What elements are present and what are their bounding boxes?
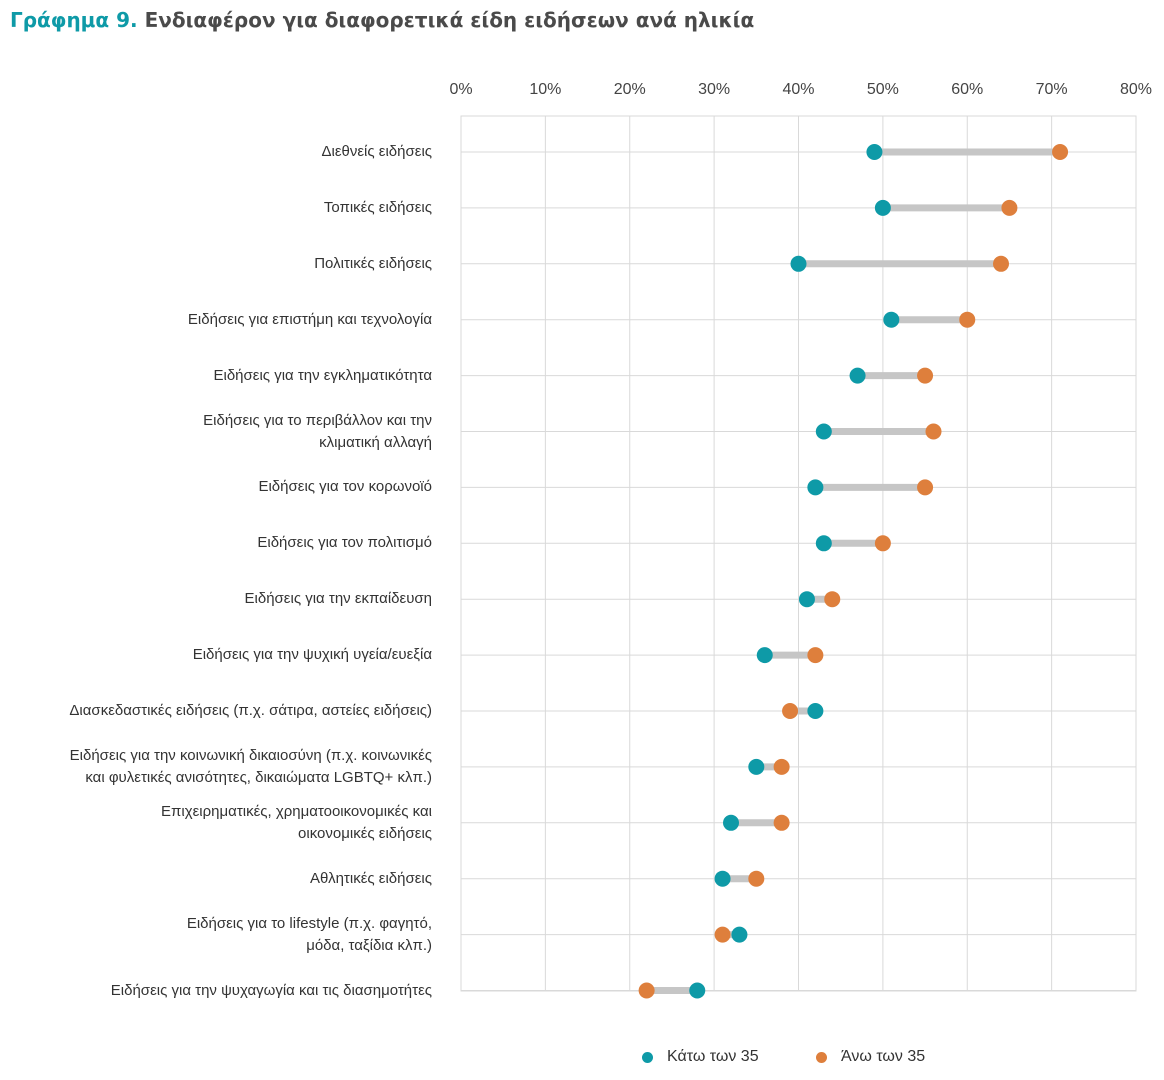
dot-under35: [815, 423, 832, 440]
x-tick-label: 70%: [1036, 81, 1068, 98]
legend-label-under35: Κάτω των 35: [667, 1048, 759, 1065]
category-label: Ειδήσεις για την ψυχική υγεία/ευεξία: [192, 646, 432, 664]
category-label: Διεθνείς ειδήσεις: [321, 143, 432, 160]
category-label: Επιχειρηματικές, χρηματοοικονομικές και …: [161, 802, 432, 842]
dot-under35: [756, 647, 773, 664]
dot-under35: [849, 367, 866, 384]
category-label: Ειδήσεις για την ψυχαγωγία και τις διαση…: [110, 981, 432, 999]
dot-over35: [773, 758, 790, 775]
legend-marker-under35: [642, 1051, 653, 1063]
dot-under35: [723, 814, 739, 831]
category-label: Ειδήσεις για την κοινωνική δικαιοσύνη (π…: [69, 746, 432, 786]
category-label: Αθλητικές ειδήσεις: [310, 869, 432, 887]
dot-over35: [874, 535, 891, 552]
category-label: Ειδήσεις για το περιβάλλον και την κλιμα…: [203, 411, 432, 451]
x-tick-label: 30%: [698, 81, 730, 98]
dot-over35: [748, 870, 765, 887]
x-tick-label: 40%: [782, 81, 814, 98]
category-label: Ειδήσεις για τον κορωνοϊό: [258, 478, 432, 496]
dot-over35: [807, 647, 824, 664]
dot-over35: [925, 423, 942, 440]
x-tick-label: 10%: [529, 81, 561, 98]
category-label: Τοπικές ειδήσεις: [323, 198, 432, 216]
x-tick-label: 0%: [449, 81, 472, 98]
category-label: Ειδήσεις για επιστήμη και τεχνολογία: [187, 310, 432, 328]
dot-over35: [638, 982, 655, 999]
dot-over35: [824, 591, 841, 608]
dot-over35: [917, 367, 934, 384]
dot-under35: [798, 591, 815, 608]
dot-over35: [1052, 144, 1069, 160]
dot-under35: [790, 255, 807, 272]
category-label: Πολιτικές ειδήσεις: [314, 254, 432, 272]
legend-marker-over35: [816, 1051, 827, 1063]
dot-under35: [689, 982, 706, 999]
category-label: Ειδήσεις για την εκπαίδευση: [244, 590, 432, 608]
legend: Κάτω των 35 Άνω των 35: [0, 1048, 1164, 1074]
dot-over35: [959, 311, 976, 328]
x-tick-label: 60%: [951, 81, 983, 98]
dot-under35: [731, 926, 748, 943]
chart-title: Γράφημα 9. Ενδιαφέρον για διαφορετικά εί…: [10, 8, 754, 32]
dot-over35: [773, 814, 790, 831]
x-tick-label: 50%: [867, 81, 899, 98]
dot-over35: [782, 703, 799, 719]
chart-title-prefix: Γράφημα 9.: [10, 8, 138, 32]
dot-over35: [993, 255, 1009, 272]
category-label: Ειδήσεις για τον πολιτισμό: [257, 534, 432, 552]
legend-item-under35: Κάτω των 35: [642, 1048, 759, 1066]
category-label: Διασκεδαστικές ειδήσεις (π.χ. σάτιρα, ασ…: [69, 702, 432, 719]
category-label: Ειδήσεις για το lifestyle (π.χ. φαγητό, …: [186, 914, 432, 954]
dot-under35: [748, 758, 765, 775]
chart-title-main: Ενδιαφέρον για διαφορετικά είδη ειδήσεων…: [144, 8, 755, 32]
dot-under35: [874, 199, 891, 216]
dot-over35: [917, 479, 934, 496]
dot-over35: [1001, 199, 1018, 216]
dot-under35: [714, 870, 731, 887]
category-label: Ειδήσεις για την εγκληματικότητα: [213, 366, 432, 384]
dot-under35: [866, 144, 883, 160]
x-tick-label: 80%: [1120, 81, 1152, 98]
dot-under35: [815, 535, 832, 552]
x-tick-label: 20%: [614, 81, 646, 98]
dot-under35: [883, 311, 900, 328]
legend-item-over35: Άνω των 35: [816, 1048, 925, 1066]
dot-under35: [807, 479, 824, 496]
legend-label-over35: Άνω των 35: [841, 1048, 926, 1065]
dot-over35: [714, 926, 731, 943]
dot-under35: [807, 703, 824, 719]
